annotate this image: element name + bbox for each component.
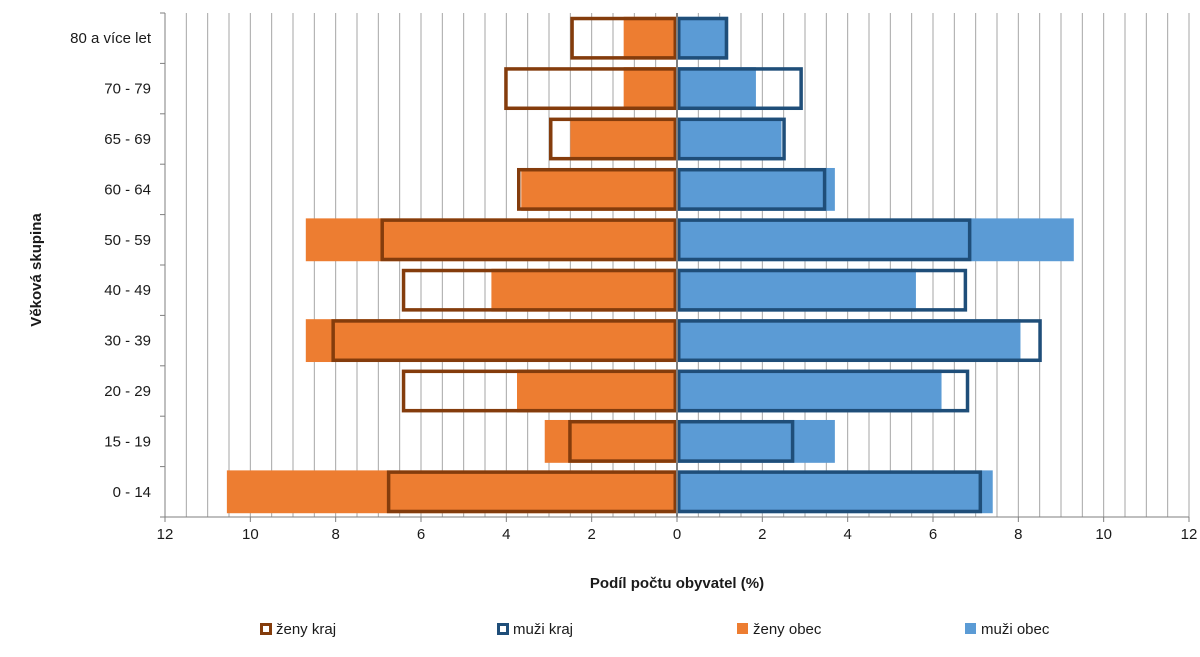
bar-ženy-obec-80avícelet	[623, 16, 677, 60]
bar-ženy-obec-65-69	[570, 117, 677, 161]
legend-label: muži obec	[981, 621, 1050, 638]
legend-label: ženy obec	[753, 621, 822, 638]
category-label: 70 - 79	[104, 81, 151, 98]
x-tick-label: 2	[758, 526, 766, 543]
bar-muži-obec-40-49	[677, 268, 916, 312]
x-tick-label: 4	[502, 526, 510, 543]
bar-muži-kraj-20-29	[677, 369, 970, 413]
category-label: 65 - 69	[104, 131, 151, 148]
legend-swatch	[737, 623, 748, 634]
category-label: 80 a více let	[70, 30, 152, 47]
bar-ženy-kraj-65-69	[549, 117, 677, 161]
bar-ženy-kraj-80avícelet	[570, 16, 677, 60]
bar-muži-obec-65-69	[677, 117, 782, 161]
bar-ženy-kraj-50-59	[380, 218, 677, 262]
bar-ženy-obec-40-49	[491, 268, 677, 312]
x-tick-label: 6	[929, 526, 937, 543]
bar-muži-kraj-65-69	[677, 117, 786, 161]
x-tick-label: 10	[1095, 526, 1112, 543]
bar-muži-obec-70-79	[677, 67, 756, 111]
bar-muži-obec-50-59	[677, 218, 1074, 262]
bar-ženy-obec-30-39	[305, 319, 677, 363]
bar-muži-obec-30-39	[677, 319, 1021, 363]
x-tick-label: 8	[331, 526, 339, 543]
legend-swatch	[497, 623, 509, 635]
legend: ženy kraj muži kraj ženy obec muži obec	[260, 621, 1050, 638]
x-tick-labels: 12 10 8 6 4 2 0 2 4 6 8 10 12	[157, 526, 1198, 543]
x-tick-label: 12	[157, 526, 174, 543]
legend-swatch	[965, 623, 976, 634]
outline-bars	[331, 16, 1042, 514]
category-labels: 0 - 14 15 - 19 20 - 29 30 - 39 40 - 49 50 - 5…	[70, 30, 152, 501]
bar-muži-kraj-15-19	[677, 419, 795, 463]
legend-label: ženy kraj	[276, 621, 336, 638]
bar-ženy-kraj-60-64	[517, 167, 677, 211]
legend-item: muži obec	[965, 621, 1050, 638]
category-label: 15 - 19	[104, 433, 151, 450]
bar-muži-kraj-80avícelet	[677, 16, 729, 60]
bar-muži-obec-80avícelet	[677, 16, 729, 60]
bar-muži-obec-15-19	[677, 419, 835, 463]
bar-ženy-obec-60-64	[521, 167, 677, 211]
x-tick-label: 8	[1014, 526, 1022, 543]
x-axis-title: Podíl počtu obyvatel (%)	[590, 575, 764, 592]
x-tick-label: 0	[673, 526, 681, 543]
legend-item: muži kraj	[497, 621, 573, 638]
bar-muži-obec-60-64	[677, 167, 835, 211]
category-label: 30 - 39	[104, 333, 151, 350]
x-tick-label: 2	[587, 526, 595, 543]
bar-ženy-kraj-20-29	[401, 369, 677, 413]
bar-muži-kraj-0-14	[677, 470, 983, 514]
x-tick-label: 4	[843, 526, 851, 543]
legend-label: muži kraj	[513, 621, 573, 638]
bar-muži-obec-20-29	[677, 369, 942, 413]
bar-muži-kraj-50-59	[677, 218, 972, 262]
bar-muži-obec-0-14	[677, 470, 993, 514]
category-label: 20 - 29	[104, 383, 151, 400]
bar-ženy-kraj-0-14	[386, 470, 677, 514]
bar-muži-kraj-60-64	[677, 167, 827, 211]
category-label: 0 - 14	[113, 484, 151, 501]
bar-ženy-kraj-70-79	[504, 67, 678, 111]
legend-item: ženy kraj	[260, 621, 336, 638]
legend-item: ženy obec	[737, 621, 822, 638]
bar-ženy-obec-20-29	[517, 369, 677, 413]
bar-ženy-kraj-40-49	[401, 268, 677, 312]
bar-ženy-kraj-30-39	[331, 319, 677, 363]
axes	[160, 12, 1190, 522]
bar-ženy-obec-50-59	[305, 218, 677, 262]
category-label: 50 - 59	[104, 232, 151, 249]
bar-ženy-obec-15-19	[544, 419, 677, 463]
x-tick-label: 6	[417, 526, 425, 543]
bar-muži-kraj-30-39	[677, 319, 1042, 363]
x-tick-label: 12	[1181, 526, 1198, 543]
bar-ženy-obec-0-14	[226, 470, 677, 514]
bar-ženy-obec-70-79	[623, 67, 677, 111]
x-tick-label: 10	[242, 526, 259, 543]
y-axis-title: Věková skupina	[28, 213, 45, 327]
bar-muži-kraj-40-49	[677, 268, 968, 312]
bar-ženy-kraj-15-19	[568, 419, 678, 463]
legend-swatch	[260, 623, 272, 635]
category-label: 40 - 49	[104, 282, 151, 299]
bar-muži-kraj-70-79	[677, 67, 803, 111]
filled-bars	[226, 16, 1074, 514]
category-label: 60 - 64	[104, 181, 151, 198]
